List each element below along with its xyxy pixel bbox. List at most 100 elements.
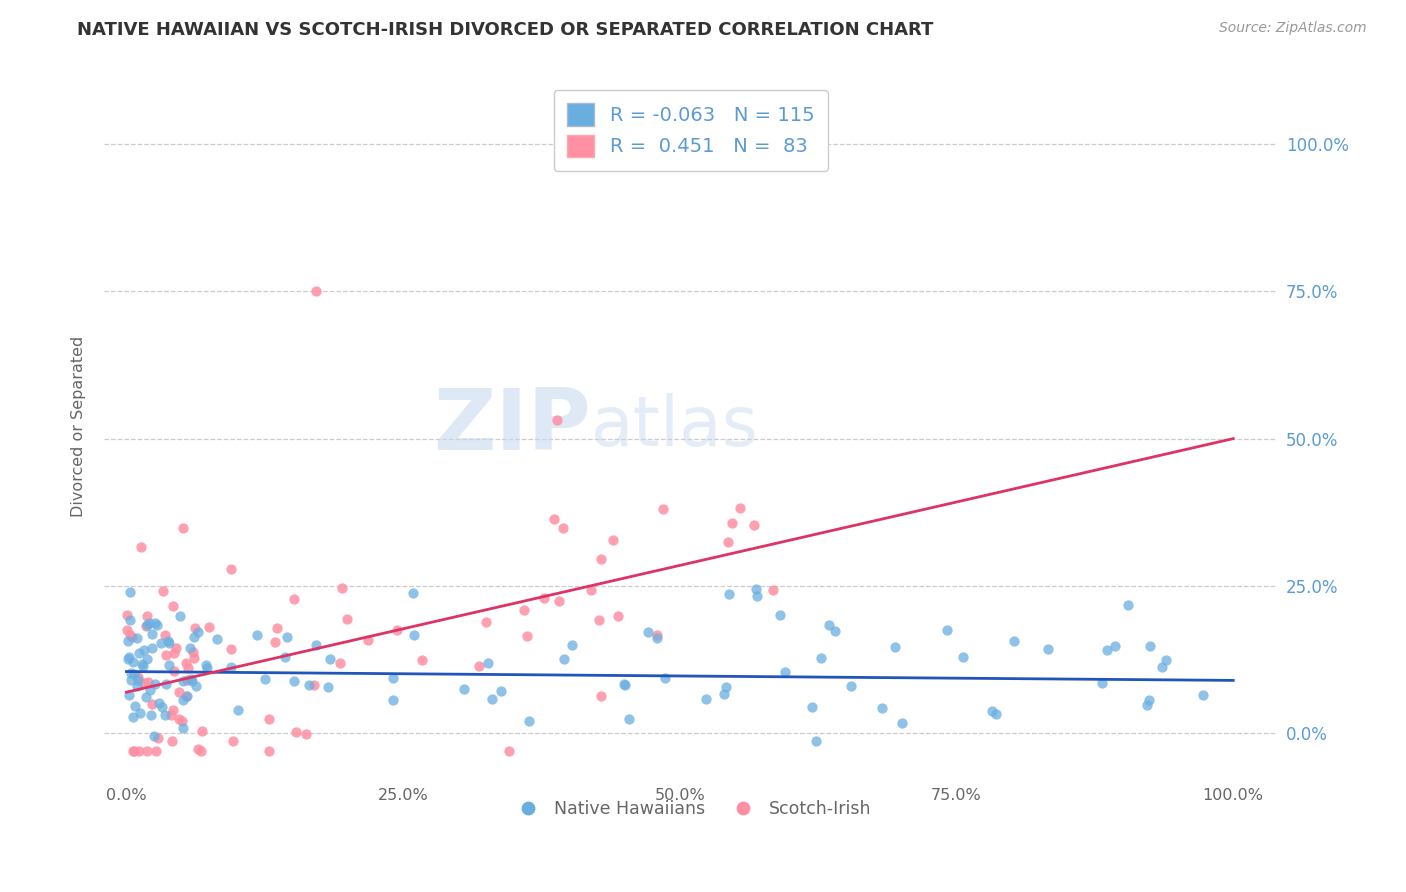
Point xyxy=(127,632,149,646)
Point xyxy=(122,744,145,758)
Point xyxy=(305,284,328,298)
Point xyxy=(1036,641,1059,656)
Point xyxy=(800,700,823,714)
Point xyxy=(617,712,640,726)
Point xyxy=(150,636,173,650)
Point xyxy=(183,645,205,659)
Point xyxy=(870,701,893,715)
Point xyxy=(146,731,169,745)
Point xyxy=(475,615,498,629)
Point xyxy=(131,657,153,671)
Point xyxy=(131,541,153,555)
Point xyxy=(143,677,166,691)
Point xyxy=(986,707,1008,722)
Point xyxy=(305,638,328,652)
Point xyxy=(121,655,143,669)
Point xyxy=(773,665,796,679)
Point xyxy=(357,632,380,647)
Point xyxy=(115,623,138,637)
Point xyxy=(194,657,217,672)
Point xyxy=(186,680,208,694)
Text: ZIP: ZIP xyxy=(433,385,591,468)
Point xyxy=(489,683,512,698)
Point xyxy=(138,616,160,631)
Point xyxy=(329,657,352,671)
Point xyxy=(187,742,209,756)
Point xyxy=(162,599,184,614)
Point xyxy=(769,607,792,622)
Text: Source: ZipAtlas.com: Source: ZipAtlas.com xyxy=(1219,21,1367,36)
Point xyxy=(160,734,183,748)
Point xyxy=(145,744,167,758)
Point xyxy=(134,642,156,657)
Point xyxy=(118,613,141,627)
Point xyxy=(1116,598,1139,612)
Point xyxy=(141,627,163,641)
Point xyxy=(1097,643,1119,657)
Point xyxy=(153,707,176,722)
Point xyxy=(143,616,166,631)
Point xyxy=(124,666,146,681)
Point xyxy=(117,633,139,648)
Point xyxy=(810,651,832,665)
Point xyxy=(174,690,197,704)
Point xyxy=(174,656,197,670)
Point xyxy=(283,674,305,689)
Point xyxy=(181,673,204,688)
Point xyxy=(160,708,183,723)
Point xyxy=(498,744,520,758)
Point xyxy=(141,697,163,711)
Point xyxy=(651,501,673,516)
Point xyxy=(411,652,433,666)
Point xyxy=(295,726,318,740)
Point xyxy=(645,628,668,642)
Point xyxy=(806,734,828,748)
Point xyxy=(1136,698,1159,712)
Point xyxy=(176,690,198,704)
Point xyxy=(118,585,141,599)
Point xyxy=(607,609,630,624)
Point xyxy=(637,624,659,639)
Point xyxy=(195,661,218,675)
Point xyxy=(561,638,583,652)
Point xyxy=(219,659,242,673)
Point xyxy=(316,680,339,694)
Point xyxy=(118,649,141,664)
Point xyxy=(713,687,735,701)
Point xyxy=(745,582,768,596)
Point xyxy=(1137,693,1160,707)
Point xyxy=(259,744,281,758)
Point xyxy=(579,583,602,598)
Point xyxy=(155,648,177,663)
Point xyxy=(516,629,538,643)
Point xyxy=(155,677,177,691)
Point xyxy=(304,678,326,692)
Point xyxy=(381,671,404,685)
Point xyxy=(742,517,765,532)
Point xyxy=(747,589,769,603)
Point xyxy=(762,582,785,597)
Point xyxy=(141,640,163,655)
Point xyxy=(122,744,145,758)
Point xyxy=(318,651,340,665)
Point xyxy=(115,608,138,623)
Point xyxy=(172,521,194,535)
Point xyxy=(157,658,180,673)
Legend: Native Hawaiians, Scotch-Irish: Native Hawaiians, Scotch-Irish xyxy=(503,793,879,825)
Point xyxy=(173,673,195,688)
Point xyxy=(135,651,157,665)
Point xyxy=(817,618,839,632)
Point xyxy=(613,677,636,691)
Point xyxy=(645,631,668,645)
Point xyxy=(127,670,149,684)
Point xyxy=(135,617,157,632)
Point xyxy=(139,682,162,697)
Point xyxy=(246,628,269,642)
Point xyxy=(187,624,209,639)
Point xyxy=(136,675,159,690)
Point xyxy=(253,672,276,686)
Point xyxy=(198,620,221,634)
Point xyxy=(890,716,912,731)
Point xyxy=(184,621,207,635)
Point xyxy=(190,724,212,739)
